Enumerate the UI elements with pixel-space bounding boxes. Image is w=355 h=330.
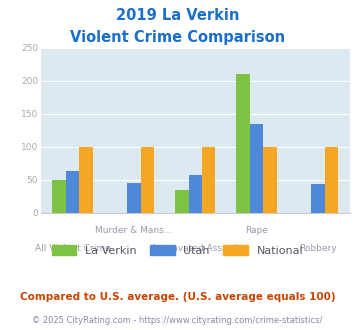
Legend: La Verkin, Utah, National: La Verkin, Utah, National — [47, 240, 308, 260]
Text: Violent Crime Comparison: Violent Crime Comparison — [70, 30, 285, 45]
Bar — [202, 147, 215, 213]
Text: 2019 La Verkin: 2019 La Verkin — [116, 8, 239, 23]
Bar — [127, 183, 141, 213]
Bar — [324, 147, 338, 213]
Bar — [66, 171, 80, 213]
Text: Robbery: Robbery — [299, 244, 337, 253]
Bar — [141, 147, 154, 213]
Text: Murder & Mans...: Murder & Mans... — [95, 226, 173, 235]
Bar — [80, 147, 93, 213]
Text: Aggravated Assault: Aggravated Assault — [151, 244, 240, 253]
Text: All Violent Crime: All Violent Crime — [35, 244, 110, 253]
Text: © 2025 CityRating.com - https://www.cityrating.com/crime-statistics/: © 2025 CityRating.com - https://www.city… — [32, 316, 323, 325]
Text: Compared to U.S. average. (U.S. average equals 100): Compared to U.S. average. (U.S. average … — [20, 292, 335, 302]
Bar — [236, 74, 250, 213]
Text: Rape: Rape — [245, 226, 268, 235]
Bar — [53, 180, 66, 213]
Bar — [311, 184, 324, 213]
Bar — [189, 175, 202, 213]
Bar — [263, 147, 277, 213]
Bar — [175, 190, 189, 213]
Bar — [250, 124, 263, 213]
